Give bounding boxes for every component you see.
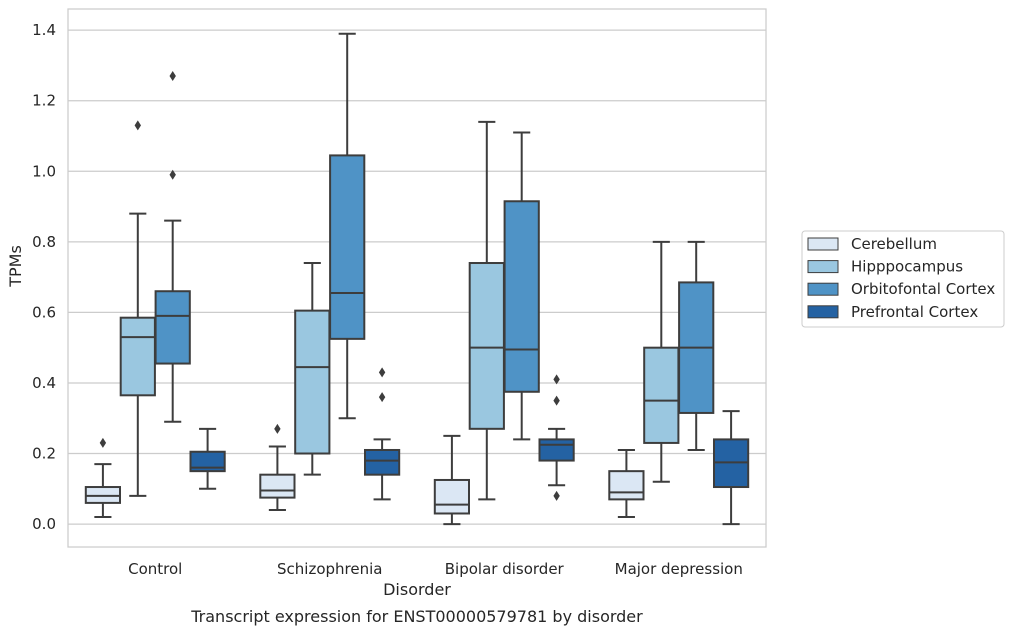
x-tick-labels: Control Schizophrenia Bipolar disorder Majo… <box>128 560 743 578</box>
boxes <box>84 32 750 526</box>
y-tick-label: 1.0 <box>32 162 56 180</box>
y-tick-label: 1.4 <box>32 21 56 39</box>
legend-swatch <box>807 282 839 296</box>
box-2-0 <box>154 71 191 423</box>
y-tick-labels: 0.0 0.2 0.4 0.6 0.8 1.0 1.2 1.4 <box>32 21 56 533</box>
y-tick-label: 0.2 <box>32 445 56 463</box>
y-tick-label: 0.4 <box>32 374 56 392</box>
x-tick-label: Schizophrenia <box>277 560 382 578</box>
x-tick-label: Control <box>128 560 182 578</box>
box-2-2 <box>503 131 540 441</box>
box-iqr <box>538 438 575 462</box>
outlier-point <box>99 437 107 448</box>
outlier-point <box>378 367 386 378</box>
x-tick-label: Bipolar disorder <box>445 560 565 578</box>
legend-swatch <box>807 237 839 251</box>
outlier-point <box>553 374 560 385</box>
legend-label: Prefrontal Cortex <box>851 303 978 321</box>
y-tick-label: 0.6 <box>32 303 56 321</box>
box-3-2 <box>538 374 575 501</box>
box-iqr <box>294 309 331 455</box>
box-0-0 <box>84 437 122 519</box>
outlier-point <box>378 392 386 403</box>
box-0-2 <box>433 434 471 526</box>
box-1-1 <box>294 262 331 476</box>
y-tick-label: 0.8 <box>32 233 56 251</box>
outlier-point <box>169 71 176 82</box>
legend-label: Orbitofontal Cortex <box>851 280 995 298</box>
box-2-1 <box>329 32 366 420</box>
box-1-2 <box>468 120 505 501</box>
box-3-0 <box>189 427 226 490</box>
box-iqr <box>608 470 645 501</box>
y-tick-label: 1.2 <box>32 92 56 110</box>
y-tick-label: 0.0 <box>32 515 56 533</box>
box-1-3 <box>643 240 680 483</box>
box-iqr <box>643 346 680 444</box>
box-0-1 <box>259 423 296 511</box>
x-axis-label: Disorder <box>383 580 451 599</box>
outlier-point <box>134 120 141 131</box>
box-iqr <box>363 448 401 476</box>
legend-swatch <box>807 305 839 319</box>
box-iqr <box>468 262 505 430</box>
plot-frame <box>67 8 767 548</box>
box-iqr <box>189 450 226 473</box>
outlier-point <box>553 490 560 501</box>
box-0-3 <box>608 448 645 519</box>
box-iqr <box>259 473 296 499</box>
box-3-1 <box>363 367 401 501</box>
box-iqr <box>329 154 366 340</box>
x-tick-label: Major depression <box>615 560 743 578</box>
outlier-point <box>169 169 176 180</box>
legend-label: Cerebellum <box>851 235 937 253</box>
outlier-point <box>274 423 281 434</box>
outlier-point <box>553 395 560 406</box>
box-iqr <box>119 316 156 397</box>
y-axis-label: TPMs <box>6 245 25 288</box>
box-iqr <box>154 290 191 365</box>
box-iqr <box>433 478 471 515</box>
legend-frame <box>801 230 1005 328</box>
legend: Cerebellum Hipppocampus Orbitofontal Corte… <box>801 230 1005 328</box>
box-iqr <box>503 200 540 393</box>
box-3-3 <box>712 410 750 526</box>
legend-label: Hipppocampus <box>851 258 963 276</box>
legend-swatch <box>807 260 839 274</box>
box-1-0 <box>119 120 156 497</box>
chart-caption: Transcript expression for ENST0000057978… <box>190 607 643 626</box>
box-2-3 <box>678 240 715 451</box>
